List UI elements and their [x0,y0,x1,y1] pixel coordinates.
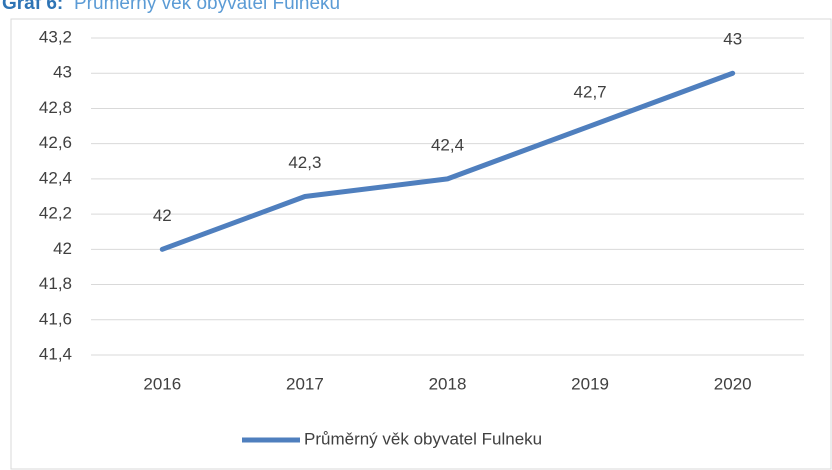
data-label: 43 [723,30,742,49]
data-line [159,70,736,252]
legend-label: Průměrný věk obyvatel Fulneku [304,429,542,448]
data-label: 42,7 [574,83,607,102]
y-tick-label: 43,2 [39,27,72,46]
y-tick-label: 41,8 [39,274,72,293]
y-tick-label: 43 [53,63,72,82]
x-tick-label: 2017 [286,374,324,393]
y-tick-label: 41,4 [39,344,72,363]
chart-frame [10,18,832,470]
x-tick-label: 2020 [714,374,752,393]
y-tick-label: 42,6 [39,133,72,152]
data-label: 42,3 [288,153,321,172]
chart-title: Průměrný věk obyvatel Fulneku [74,0,340,14]
data-label: 42,4 [431,135,464,154]
y-tick-label: 42 [53,239,72,258]
y-tick-label: 41,6 [39,309,72,328]
x-tick-label: 2019 [571,374,609,393]
x-tick-label: 2016 [143,374,181,393]
data-label: 42 [153,206,172,225]
y-tick-label: 42,8 [39,98,72,117]
chart-title-label: Graf 6: [2,0,63,14]
y-tick-label: 42,4 [39,168,72,187]
y-tick-label: 42,2 [39,204,72,223]
x-tick-label: 2018 [429,374,467,393]
